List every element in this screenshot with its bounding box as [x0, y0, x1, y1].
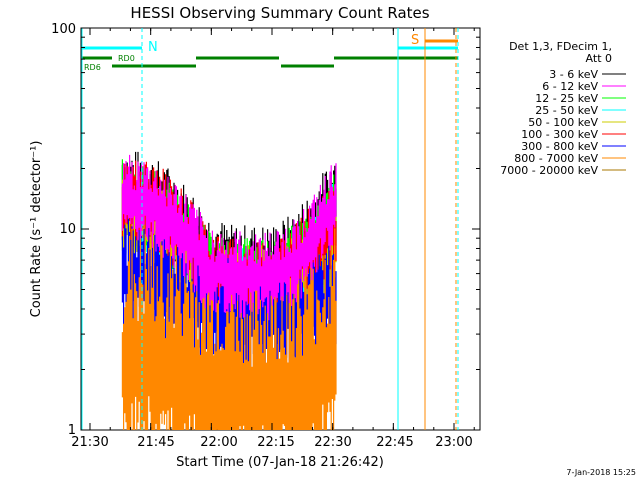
legend-label: 6 - 12 keV: [542, 80, 598, 93]
legend-label: 800 - 7000 keV: [514, 152, 598, 165]
marker-lines: [81, 28, 459, 430]
x-tick-label: 21:30: [71, 435, 108, 450]
footer-stamp: 7-Jan-2018 15:25: [566, 468, 636, 477]
legend-label: 12 - 25 keV: [535, 92, 598, 105]
legend-label: 100 - 300 keV: [521, 128, 598, 141]
annotation-label-s: S: [411, 33, 419, 48]
y-tick-label-10: 10: [59, 222, 76, 237]
legend-label: 25 - 50 keV: [535, 104, 598, 117]
legend-label: 7000 - 20000 keV: [500, 164, 598, 177]
data-traces: [121, 151, 337, 430]
timeline-bars: [82, 39, 458, 68]
series-trace-7: [121, 228, 337, 430]
annotation-label-rd6: RD6: [84, 63, 101, 72]
legend-label: 300 - 800 keV: [521, 140, 598, 153]
y-tick-label-1: 1: [68, 423, 76, 438]
legend-header-line2: Att 0: [586, 52, 612, 65]
x-tick-label: 22:45: [376, 435, 413, 450]
x-tick-label: 22:30: [314, 435, 351, 450]
y-axis-title: Count Rate (s⁻¹ detector⁻¹): [29, 141, 44, 318]
x-tick-label: 22:00: [200, 435, 237, 450]
legend-label: 3 - 6 keV: [549, 68, 598, 81]
x-axis-title: Start Time (07-Jan-18 21:26:42): [176, 455, 384, 470]
axis-ticks: [81, 27, 480, 431]
x-tick-label: 22:15: [257, 435, 294, 450]
chart-title: HESSI Observing Summary Count Rates: [130, 4, 429, 22]
series-trace-1: [121, 154, 337, 321]
legend-label: 50 - 100 keV: [528, 116, 598, 129]
x-tick-label: 23:00: [435, 435, 472, 450]
annotation-label-rd0: RD0: [118, 54, 135, 63]
x-tick-label: 21:45: [137, 435, 174, 450]
y-tick-label-100: 100: [51, 22, 76, 37]
annotation-label-n: N: [148, 40, 158, 55]
legend-header-line1: Det 1,3, FDecim 1,: [509, 40, 612, 53]
